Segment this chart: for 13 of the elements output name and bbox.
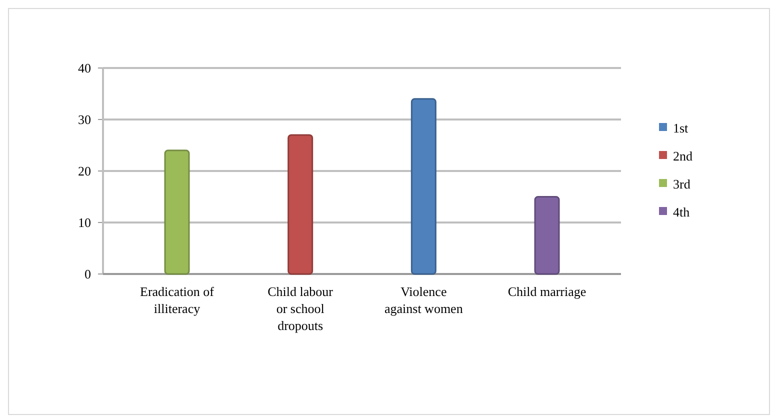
y-tick-label: 30 [78, 112, 91, 128]
legend-label: 1st [673, 120, 689, 136]
y-tick-label: 10 [78, 215, 91, 230]
x-tick-label: Child labour or school dropouts [268, 284, 334, 333]
y-tick-label: 20 [78, 164, 91, 179]
legend-label: 2nd [673, 148, 693, 164]
x-tick-label: Eradication of illiteracy [140, 284, 215, 316]
x-tick-label: Child marriage [508, 284, 586, 299]
legend-label: 3rd [673, 176, 691, 192]
legend-label: 4th [673, 204, 690, 220]
y-tick-label: 40 [78, 60, 91, 76]
x-tick-label: Violence against women [384, 284, 464, 316]
y-tick-label: 0 [84, 266, 91, 282]
